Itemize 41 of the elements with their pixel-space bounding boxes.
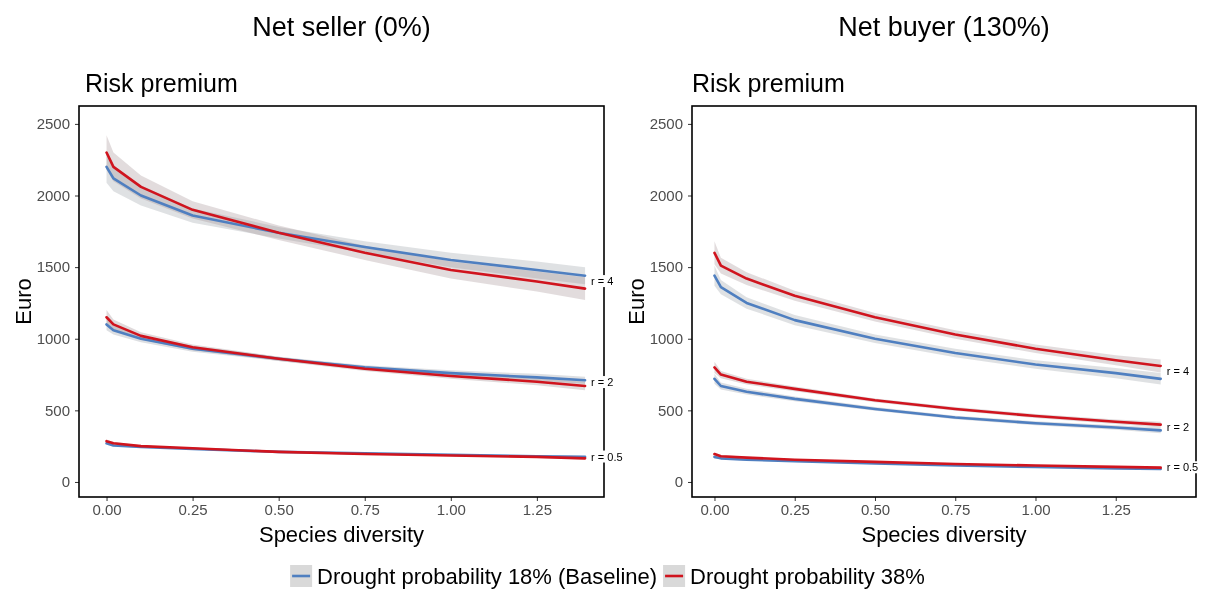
- x-tick-label: 0.00: [700, 500, 730, 518]
- y-tick-label: 2000: [36, 186, 70, 204]
- chart-subtitle: Risk premium: [85, 69, 238, 97]
- x-tick-label: 1.00: [436, 500, 466, 518]
- y-tick-label: 1500: [36, 258, 70, 276]
- x-tick-label: 0.50: [264, 500, 294, 518]
- chart-subtitle: Risk premium: [692, 69, 845, 97]
- x-tick-label: 0.75: [350, 500, 380, 518]
- y-tick-label: 1000: [36, 330, 70, 348]
- chart-title: Net buyer (130%): [838, 12, 1050, 42]
- x-tick-label: 0.50: [860, 500, 891, 518]
- y-tick-label: 500: [657, 401, 683, 419]
- legend-label: Drought probability 38%: [690, 563, 925, 589]
- chart-title: Net seller (0%): [252, 12, 431, 42]
- line-series: [105, 165, 587, 278]
- annotation: r = 0.5: [591, 450, 623, 463]
- y-axis-title: Euro: [624, 278, 649, 325]
- annotation: r = 4: [591, 275, 614, 288]
- x-axis-title: Species diversity: [861, 522, 1027, 547]
- y-tick-label: 2000: [649, 186, 683, 204]
- x-axis-title: Species diversity: [258, 522, 425, 547]
- x-tick-label: 0.75: [941, 500, 971, 518]
- y-tick-label: 2500: [649, 115, 683, 133]
- x-tick-label: 1.25: [522, 500, 552, 518]
- legend-label: Drought probability 18% (Baseline): [317, 563, 658, 589]
- y-axis-title: Euro: [11, 278, 36, 325]
- y-tick-label: 2500: [36, 115, 70, 133]
- y-tick-label: 1000: [649, 330, 683, 348]
- y-tick-label: 500: [44, 401, 70, 419]
- annotation: r = 4: [1166, 365, 1190, 378]
- x-tick-label: 0.00: [92, 500, 122, 518]
- annotation: r = 2: [591, 376, 614, 389]
- x-tick-label: 1.25: [1101, 500, 1131, 518]
- x-tick-label: 0.25: [178, 500, 208, 518]
- annotation: r = 2: [1166, 420, 1190, 433]
- y-tick-label: 0: [61, 473, 70, 491]
- x-tick-label: 0.25: [780, 500, 810, 518]
- annotation: r = 0.5: [1166, 461, 1199, 474]
- y-tick-label: 1500: [649, 258, 683, 276]
- y-tick-label: 0: [674, 473, 683, 491]
- x-tick-label: 1.00: [1021, 500, 1051, 518]
